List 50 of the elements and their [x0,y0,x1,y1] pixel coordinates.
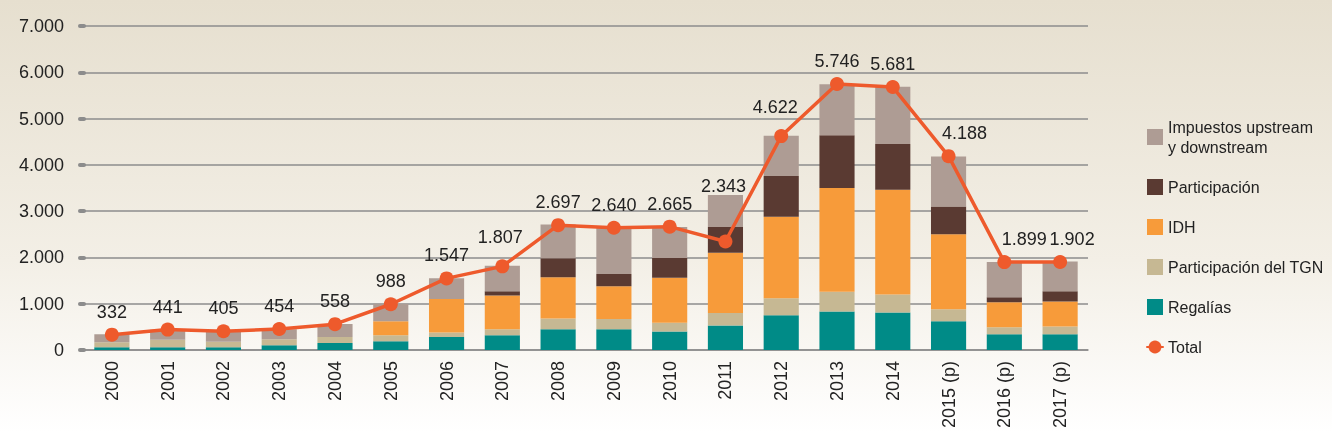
x-tick-label: 2003 [269,361,290,402]
data-label: 2.665 [647,193,693,214]
data-label: 558 [319,291,351,312]
x-tick-label: 2004 [325,361,345,402]
legend-label: Regalías [1168,298,1232,316]
x-tick-label: 2009 [603,361,624,402]
y-tick-label: 6.000 [18,62,64,83]
data-label: 1.547 [424,245,470,266]
x-tick-label: 2012 [771,361,792,402]
y-tick-label: 5.000 [18,108,64,129]
x-tick-label: 2011 [715,361,736,400]
x-tick-label: 2017 (p) [1050,361,1071,429]
data-label: 1.902 [1049,228,1095,249]
data-label: 1.807 [477,227,523,248]
data-label: 5.681 [870,54,916,75]
data-label: 454 [264,295,295,316]
x-tick-label: 2000 [101,361,122,402]
legend-label: Participación del TGN [1168,258,1324,276]
y-tick-label: 2.000 [18,247,64,268]
x-tick-label: 2002 [213,361,234,402]
legend-label: Participación [1168,178,1260,196]
data-label: 441 [152,296,183,317]
data-label: 4.622 [752,97,798,118]
y-tick-label: 0 [53,340,64,360]
data-label: 988 [375,271,406,292]
y-tick-label: 4.000 [18,154,64,175]
x-tick-label: 2001 [157,361,178,402]
data-label: 5.746 [814,51,860,72]
legend-label: IDH [1168,218,1196,236]
y-tick-label: 1.000 [18,293,64,314]
x-tick-label: 2008 [548,361,569,402]
data-label: 2.697 [535,192,581,213]
data-label: 2.640 [591,194,637,215]
x-tick-label: 2016 (p) [994,361,1015,429]
x-tick-label: 2005 [380,361,401,402]
data-label: 405 [208,298,239,319]
y-tick-label: 3.000 [18,201,64,222]
data-label: 2.343 [700,175,746,196]
x-tick-label: 2006 [436,361,457,402]
x-tick-label: 2007 [492,361,513,402]
legend-label: Total [1168,338,1202,356]
x-tick-label: 2015 (p) [938,361,959,429]
data-label: 1.899 [1001,229,1047,250]
legend-label: Impuestos upstream y downstream [1168,118,1313,156]
data-label: 332 [96,301,127,322]
y-tick-label: 7.000 [18,16,64,36]
x-tick-label: 2013 [827,361,847,402]
x-tick-label: 2010 [659,361,680,402]
x-tick-label: 2014 [882,361,903,402]
data-label: 4.188 [942,123,988,144]
